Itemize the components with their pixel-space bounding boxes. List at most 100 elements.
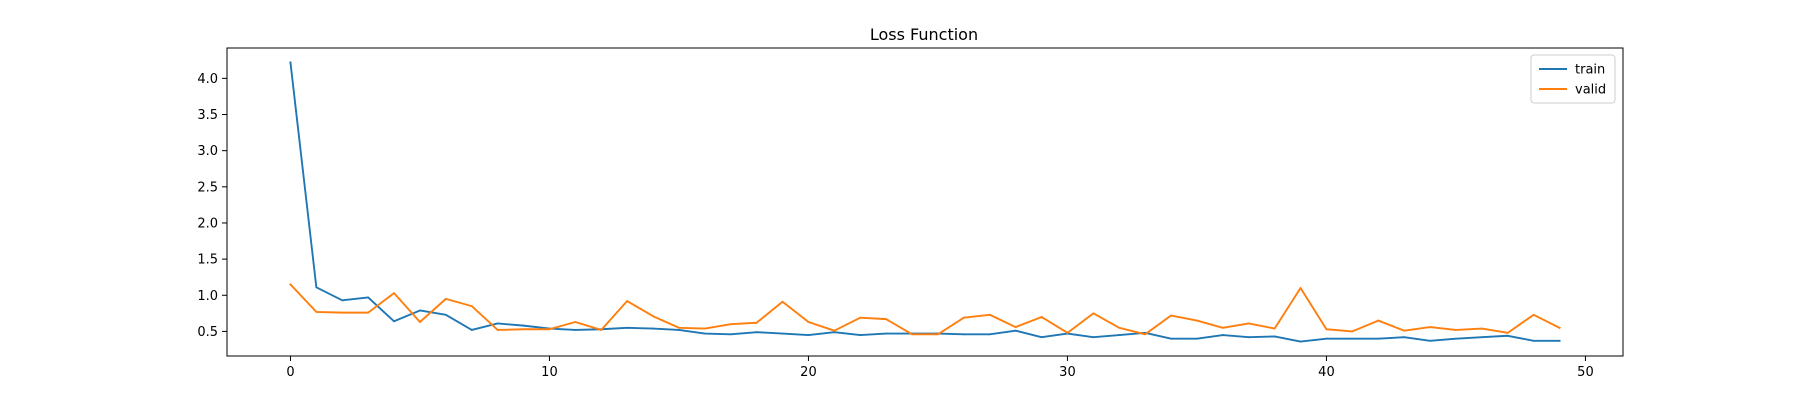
data-point-valid <box>1299 287 1302 289</box>
data-point-valid <box>470 305 473 308</box>
y-tick-label: 1.5 <box>197 253 218 268</box>
data-point-train <box>678 329 680 331</box>
data-point-valid <box>341 311 344 314</box>
legend-label-valid: valid <box>1575 83 1606 98</box>
x-tick-label: 10 <box>541 365 558 380</box>
y-tick-label: 2.5 <box>197 180 218 195</box>
data-point-train <box>496 322 499 325</box>
plot-area <box>226 47 1624 357</box>
data-point-valid <box>652 315 654 318</box>
data-point-train <box>419 309 421 312</box>
data-point-train <box>988 333 991 336</box>
data-point-train <box>289 61 292 64</box>
data-point-train <box>1014 329 1017 332</box>
data-point-valid <box>1506 331 1509 334</box>
data-point-valid <box>574 321 577 323</box>
y-tick-label: 3.0 <box>197 144 218 159</box>
x-tick-label: 40 <box>1318 365 1335 380</box>
data-point-valid <box>859 316 862 319</box>
data-point-valid <box>1221 326 1224 329</box>
data-point-valid <box>962 316 965 319</box>
data-point-valid <box>626 300 629 302</box>
data-point-train <box>833 331 836 334</box>
data-point-valid <box>1066 331 1069 334</box>
data-point-train <box>1118 334 1121 336</box>
legend: train valid <box>1530 54 1616 104</box>
data-point-train <box>1170 337 1172 340</box>
data-point-train <box>781 332 784 335</box>
data-point-train <box>729 333 732 336</box>
y-tick-label: 1.0 <box>197 289 218 304</box>
legend-label-train: train <box>1575 63 1605 78</box>
data-point-train <box>1092 336 1095 339</box>
data-point-valid <box>1532 313 1535 316</box>
data-point-train <box>1480 336 1483 339</box>
data-point-valid <box>496 329 499 331</box>
data-point-valid <box>1040 316 1043 318</box>
data-point-valid <box>1144 333 1147 336</box>
data-point-train <box>1351 337 1354 340</box>
data-point-train <box>1196 337 1198 340</box>
data-point-valid <box>755 321 758 324</box>
data-point-valid <box>885 318 888 321</box>
series-line-valid <box>289 283 1561 336</box>
data-point-valid <box>367 311 370 314</box>
data-point-train <box>1325 337 1328 340</box>
data-point-valid <box>1455 329 1457 331</box>
data-point-valid <box>1118 326 1121 329</box>
y-tick-label: 0.5 <box>197 325 218 340</box>
data-point-valid <box>729 323 732 326</box>
data-point-valid <box>911 333 913 336</box>
data-point-train <box>1455 337 1457 340</box>
data-point-valid <box>1170 314 1172 317</box>
data-point-valid <box>548 328 551 331</box>
data-point-train <box>1299 340 1302 343</box>
data-point-valid <box>807 321 810 323</box>
plot-frame <box>226 47 1624 357</box>
data-point-train <box>574 329 577 331</box>
series-line-train <box>289 61 1561 343</box>
data-point-valid <box>1377 319 1380 322</box>
data-point-valid <box>600 329 603 331</box>
data-point-train <box>859 334 862 336</box>
x-tick-label: 50 <box>1577 365 1594 380</box>
data-point-train <box>522 324 525 327</box>
data-point-train <box>962 333 965 336</box>
data-point-valid <box>988 313 991 316</box>
data-point-valid <box>1429 326 1431 328</box>
x-axis: 0 10 20 30 40 50 <box>286 356 1594 380</box>
data-point-valid <box>1325 328 1328 331</box>
data-point-valid <box>781 300 784 303</box>
data-point-valid <box>1480 327 1483 330</box>
data-point-train <box>755 331 758 334</box>
data-point-train <box>393 320 395 323</box>
data-point-train <box>341 299 344 302</box>
data-point-valid <box>703 327 706 330</box>
data-point-valid <box>1014 326 1017 328</box>
data-point-valid <box>1558 326 1561 329</box>
data-point-train <box>1532 339 1535 342</box>
data-point-train <box>1247 336 1250 339</box>
data-point-valid <box>937 333 939 336</box>
data-point-valid <box>1351 330 1354 333</box>
y-tick-label: 4.0 <box>197 72 218 87</box>
data-point-train <box>1558 339 1561 342</box>
data-point-valid <box>444 297 447 300</box>
data-point-valid <box>315 311 318 313</box>
data-point-train <box>367 296 370 299</box>
data-point-valid <box>678 326 680 329</box>
data-point-valid <box>419 321 421 323</box>
legend-box <box>1530 54 1616 104</box>
data-point-train <box>1429 339 1431 342</box>
x-tick-label: 30 <box>1059 365 1076 380</box>
data-point-train <box>1040 336 1043 339</box>
data-point-train <box>1403 336 1406 339</box>
data-point-train <box>1506 334 1509 337</box>
x-tick-label: 20 <box>800 365 817 380</box>
data-point-valid <box>522 328 525 331</box>
data-point-train <box>703 332 706 335</box>
data-point-train <box>1221 334 1224 336</box>
y-axis: 0.5 1.0 1.5 2.0 2.5 3.0 3.5 4.0 <box>197 72 227 340</box>
data-point-train <box>652 327 654 330</box>
